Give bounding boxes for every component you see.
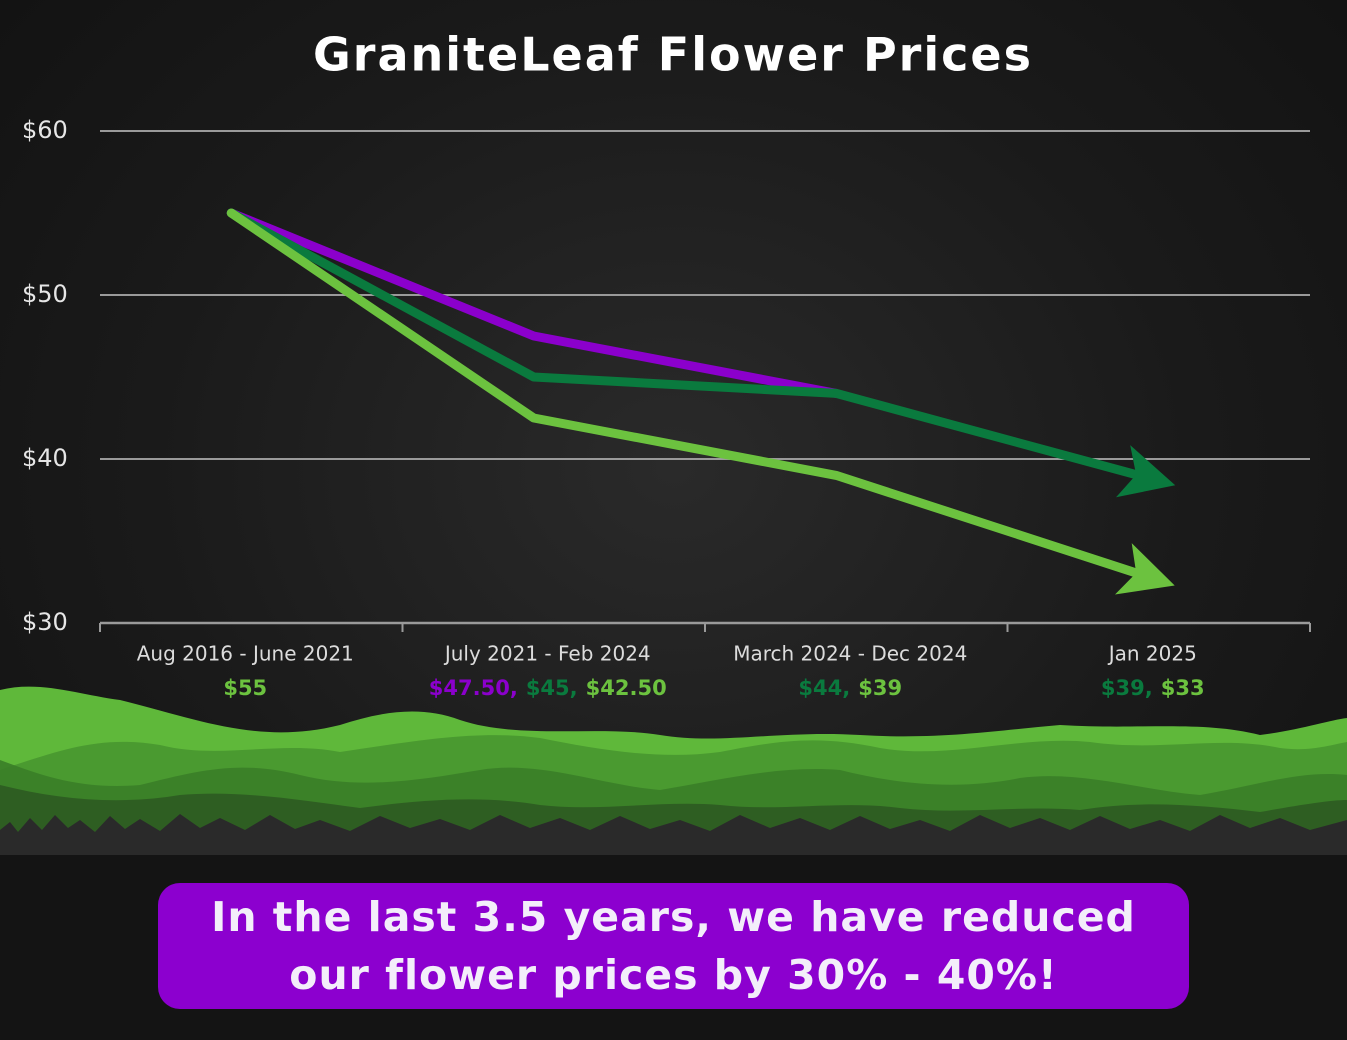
value-label: $39,	[1101, 676, 1153, 700]
line	[226, 208, 1175, 595]
line	[226, 208, 1176, 498]
value-label: $44,	[798, 676, 850, 700]
value-label-group: $39, $33	[1101, 676, 1205, 700]
y-tick-label: $30	[22, 608, 68, 636]
annotation-banner: In the last 3.5 years, we have reduced o…	[158, 883, 1189, 1009]
value-label-group: $47.50, $45, $42.50	[429, 676, 667, 700]
value-label: $42.50	[586, 676, 667, 700]
x-tick-label: July 2021 - Feb 2024	[443, 642, 651, 666]
value-label: $47.50,	[429, 676, 518, 700]
chart-title: GraniteLeaf Flower Prices	[313, 28, 1033, 82]
x-tick-label: March 2024 - Dec 2024	[733, 642, 967, 666]
y-tick-label: $40	[22, 444, 68, 472]
x-tick-label: Aug 2016 - June 2021	[137, 642, 354, 666]
y-tick-label: $50	[22, 280, 68, 308]
value-label-group: $55	[223, 676, 267, 700]
value-label-group: $44, $39	[798, 676, 902, 700]
y-tick-label: $60	[22, 116, 68, 144]
value-label: $55	[223, 676, 267, 700]
line	[226, 208, 841, 398]
value-label: $45,	[526, 676, 578, 700]
x-tick-label: Jan 2025	[1107, 642, 1197, 666]
value-label: $33	[1161, 676, 1205, 700]
value-label: $39	[858, 676, 902, 700]
